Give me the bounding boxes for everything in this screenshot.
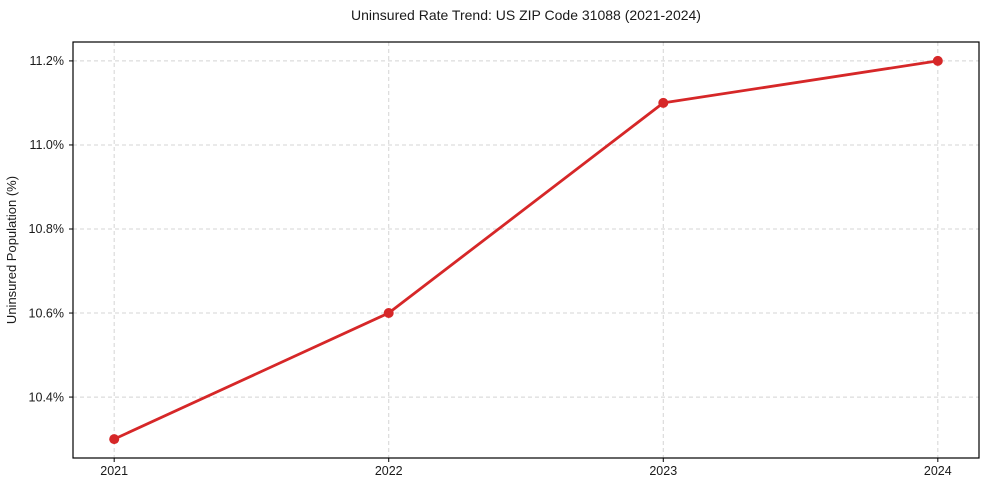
axis-ticks bbox=[69, 60, 939, 462]
plot-border bbox=[72, 41, 980, 459]
data-point bbox=[383, 308, 394, 318]
data-point bbox=[658, 97, 669, 108]
trend-line bbox=[112, 59, 940, 441]
y-tick-label: 10.8% bbox=[29, 222, 64, 236]
y-tick-label: 10.4% bbox=[29, 390, 64, 404]
data-point bbox=[932, 55, 943, 66]
y-axis-label: Uninsured Population (%) bbox=[4, 176, 19, 324]
x-tick-label: 2024 bbox=[924, 464, 952, 478]
x-tick-label: 2023 bbox=[649, 464, 677, 478]
x-tick-label: 2021 bbox=[100, 464, 128, 478]
data-point bbox=[109, 434, 120, 445]
y-tick-label: 11.2% bbox=[29, 54, 64, 68]
x-tick-label: 2022 bbox=[375, 464, 403, 478]
tick-labels: 10.4% 10.6% 10.8% 11.0% 11.2% 2021 2022 2023 202… bbox=[29, 54, 952, 478]
y-tick-label: 11.0% bbox=[29, 138, 64, 152]
gridlines bbox=[73, 42, 979, 458]
chart-title: Uninsured Rate Trend: US ZIP Code 31088 … bbox=[351, 7, 701, 23]
y-tick-label: 10.6% bbox=[29, 306, 64, 320]
data-point-markers bbox=[109, 55, 943, 445]
